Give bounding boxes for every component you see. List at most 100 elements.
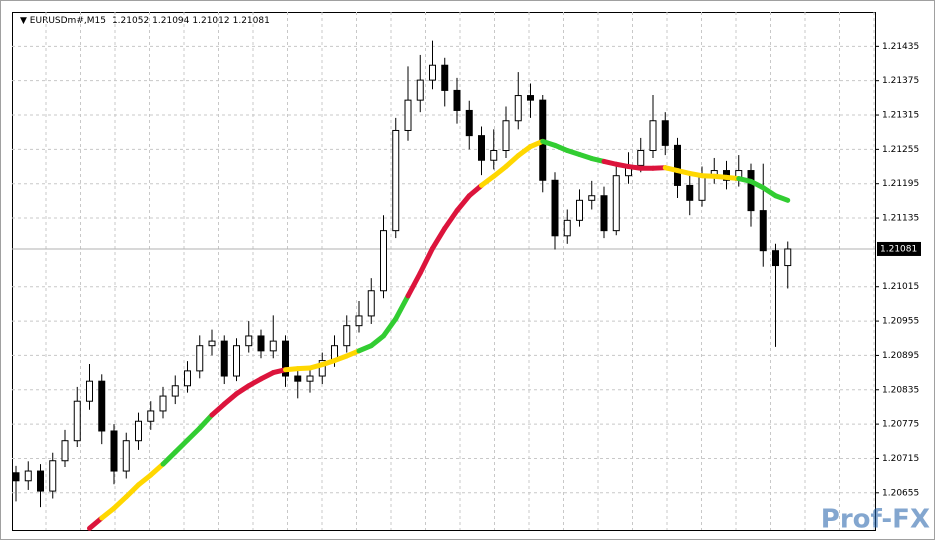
candle-body: [612, 175, 620, 232]
candle-body: [380, 230, 387, 292]
ma-segment: [466, 182, 484, 199]
candle-body: [110, 430, 118, 472]
y-tick-label: 1.20715: [882, 454, 919, 464]
candle-body: [233, 345, 240, 377]
candle-body: [686, 184, 694, 201]
candle-body: [220, 340, 228, 377]
candle-body: [772, 250, 779, 267]
candle-body: [73, 400, 81, 442]
candle-body: [12, 472, 20, 482]
ma-segment: [405, 270, 423, 299]
candle-body: [343, 325, 351, 347]
candle-body: [637, 150, 645, 166]
header-close: 1.21081: [233, 16, 270, 26]
candle-body: [514, 95, 522, 122]
ma-segment: [123, 482, 141, 500]
ma-segment: [479, 173, 497, 188]
candle-body: [147, 410, 155, 422]
y-tick-label: 1.21195: [882, 179, 919, 189]
candle-body: [37, 470, 44, 492]
y-tick-label: 1.21135: [882, 214, 919, 224]
symbol: EURUSDm#,M15: [30, 16, 106, 26]
y-tick-label: 1.20775: [882, 420, 919, 430]
candle-body: [490, 150, 498, 161]
candle-body: [576, 199, 583, 221]
ma-segment: [368, 333, 386, 349]
candle-body: [661, 120, 669, 146]
candle-body: [527, 95, 534, 101]
current-price-label: 1.21081: [880, 244, 917, 254]
y-tick-label: 1.20895: [882, 351, 919, 361]
candle-body: [245, 335, 253, 347]
candle-body: [649, 120, 657, 152]
ma-segment: [393, 293, 411, 322]
y-tick-label: 1.20955: [882, 317, 919, 327]
ma-segment: [381, 316, 399, 339]
ma-segment: [491, 164, 509, 179]
y-tick-label: 1.21435: [882, 42, 919, 52]
candle-body: [698, 175, 706, 201]
candle-body: [600, 195, 608, 232]
candle-body: [588, 195, 596, 201]
ma-segment: [99, 505, 117, 521]
y-tick-label: 1.21015: [882, 282, 919, 292]
candle-body: [674, 144, 681, 186]
y-tick-label: 1.21255: [882, 145, 919, 155]
candle-body: [392, 129, 400, 232]
candle-body: [98, 380, 106, 432]
candle-body: [208, 340, 216, 347]
candle-body: [184, 370, 191, 387]
candle-body: [563, 219, 571, 237]
candle-body: [269, 340, 277, 352]
header-open: 1.21052: [112, 16, 149, 26]
candle-body: [122, 440, 130, 472]
ma-segment: [221, 391, 239, 407]
ma-segment: [87, 515, 105, 531]
plot-border: [12, 12, 876, 531]
y-tick-label: 1.20835: [882, 385, 919, 395]
chart-header: ▼ EURUSDm#,M15 1.21052 1.21094 1.21012 1.210…: [20, 16, 270, 26]
candle-body: [404, 99, 412, 131]
ma-segment: [503, 153, 521, 170]
ma-segment: [197, 412, 215, 431]
candle-body: [257, 335, 265, 352]
ma-segment: [160, 449, 178, 467]
candle-body: [502, 120, 510, 152]
candle-body: [759, 210, 767, 252]
candle-body: [24, 470, 32, 482]
candle-body: [159, 395, 167, 412]
candle-body: [367, 290, 375, 317]
y-tick-label: 1.20655: [882, 488, 919, 498]
ma-segment: [515, 144, 533, 159]
candle-body: [441, 64, 449, 91]
candle-body: [318, 360, 326, 377]
ma-segment: [454, 193, 472, 214]
candle-body: [86, 380, 93, 402]
candle-body: [429, 64, 436, 81]
candle-body: [416, 79, 424, 101]
candle-body: [282, 340, 289, 377]
current-price-box: [877, 241, 921, 256]
ma-segment: [773, 193, 791, 203]
ma-segment: [172, 437, 190, 455]
candle-body: [478, 135, 485, 161]
candle-body: [551, 179, 559, 237]
header-arrow: ▼: [20, 16, 30, 26]
candle-body: [61, 440, 69, 462]
candle-body: [747, 170, 755, 212]
candle-body: [355, 315, 363, 327]
ma-segment: [111, 494, 129, 511]
y-tick-label: 1.21375: [882, 76, 919, 86]
candle-body: [171, 385, 179, 397]
ma-segment: [417, 245, 435, 276]
ma-segment: [430, 225, 448, 251]
ma-segment: [442, 208, 460, 231]
y-tick-label: 1.21315: [882, 111, 919, 121]
ma-segment: [209, 401, 227, 418]
candle-body: [453, 89, 461, 111]
candle-body: [196, 345, 204, 372]
watermark: Prof-FX: [821, 505, 930, 535]
ma-segment: [148, 461, 166, 478]
header-low: 1.21012: [192, 16, 229, 26]
